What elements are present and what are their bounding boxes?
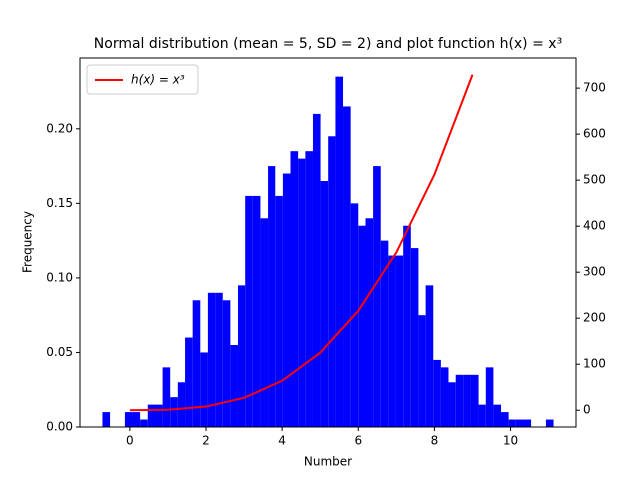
histogram-bar [365,218,374,427]
histogram-bar [275,195,283,427]
x-tick-label: 2 [202,434,210,448]
histogram-bar [485,367,494,427]
histogram-bar [282,173,291,427]
histogram-bar [162,367,171,427]
histogram-bar [298,158,306,428]
y-axis-label: Frequency [21,211,35,273]
histogram-bar [230,345,238,427]
histogram-bar [245,195,253,427]
histogram-bar [515,419,524,427]
histogram-bar [455,374,464,427]
histogram-bar [470,374,479,427]
histogram-bar [124,412,133,427]
y2-tick-label: 700 [583,81,606,95]
histogram-bar [478,404,486,427]
histogram-bar [312,113,321,427]
histogram-bar [523,419,532,427]
histogram-bar [335,76,344,428]
histogram-bar [200,352,208,427]
chart-title: Normal distribution (mean = 5, SD = 2) a… [94,36,562,52]
histogram-bar [170,397,178,427]
x-tick-label: 4 [278,434,286,448]
histogram-bar [252,195,261,427]
histogram-bar [290,151,299,427]
histogram-bar [440,367,449,427]
histogram-bar [403,225,411,427]
histogram-bar [222,300,231,427]
x-tick-label: 6 [354,434,362,448]
histogram-bar [545,419,554,427]
histogram-bar [373,166,381,427]
plot-frame [79,57,577,428]
legend-box [86,64,199,95]
histogram-bar [410,248,419,427]
histogram-bar [154,404,163,427]
histogram-bar [380,240,389,427]
histogram-bar [395,255,404,427]
histogram-bar [358,225,366,427]
x-tick-label: 0 [126,434,134,448]
y-tick-label: 0.05 [46,345,73,359]
histogram-bar [463,374,471,427]
histogram-bar [147,404,155,427]
y2-tick-label: 200 [583,311,606,325]
y2-tick-label: 0 [583,403,591,417]
y2-tick-label: 100 [583,357,606,371]
histogram-bar [493,404,502,427]
x-tick-label: 8 [431,434,439,448]
histogram-bar [433,359,441,427]
histogram-bar [343,106,351,428]
histogram-bar [102,412,111,427]
histogram-bar [215,292,223,427]
y2-tick-label: 500 [583,173,606,187]
y2-tick-label: 400 [583,219,606,233]
histogram-bar [192,300,201,427]
y2-tick-label: 600 [583,127,606,141]
histogram-bar [207,292,216,427]
histogram-bar [140,419,148,427]
histogram-bar [425,285,434,427]
x-axis-label: Number [304,455,352,469]
histogram-bar [132,412,141,427]
y2-tick-label: 300 [583,265,606,279]
histogram-bar [177,382,186,427]
histogram-bar [418,315,426,427]
histogram-bar [185,337,193,427]
y-tick-label: 0.10 [46,270,73,284]
y-tick-label: 0.20 [46,121,73,135]
histogram-bar [268,166,276,427]
line-series [129,74,474,412]
histogram-bar [501,412,509,427]
histogram-bar [508,419,516,427]
histogram-bar [260,218,269,427]
histogram-bar [305,151,313,427]
histogram-bar [237,285,246,427]
x-tick-label: 10 [503,434,518,448]
histogram-bar [448,382,456,427]
histogram-bar [320,181,329,427]
y-tick-label: 0.00 [46,420,73,434]
legend-label: h(x) = x³ [131,73,185,87]
histogram-bar [328,136,336,428]
histogram-bar [388,255,396,427]
y-tick-label: 0.15 [46,196,73,210]
